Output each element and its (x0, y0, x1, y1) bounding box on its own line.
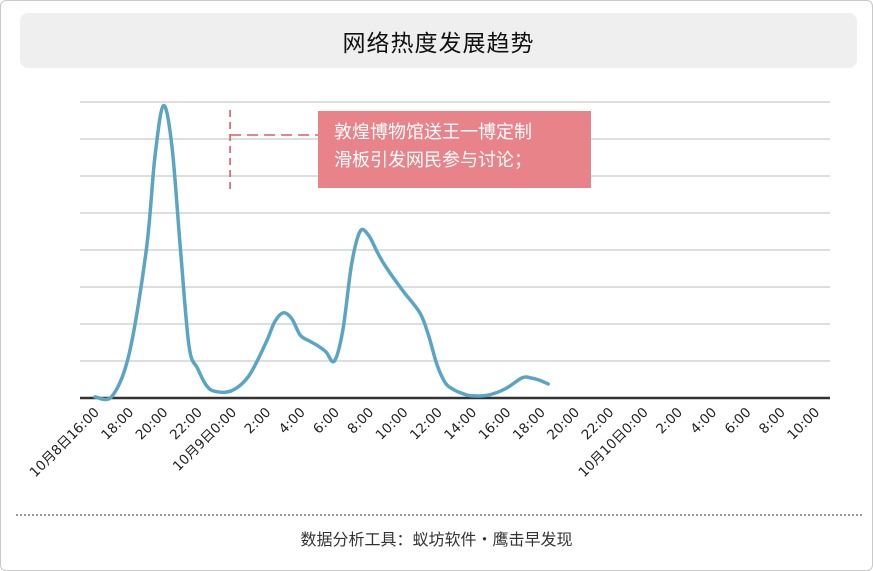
x-tick-label: 18:00 (510, 405, 549, 444)
gridlines (80, 101, 830, 362)
x-tick-label: 2:00 (653, 405, 686, 438)
x-tick-label: 18:00 (98, 405, 137, 444)
x-tick-label: 20:00 (133, 405, 172, 444)
series-line (93, 103, 550, 402)
x-tick-label: 4:00 (687, 405, 720, 438)
x-tick-label: 10:00 (784, 405, 823, 444)
x-tick-label: 4:00 (276, 405, 309, 438)
chart-title: 网络热度发展趋势 (342, 30, 535, 57)
x-tick-label: 6:00 (722, 405, 755, 438)
annotation-box: 敦煌博物馆送王一博定制 滑板引发网民参与讨论； (318, 111, 591, 188)
title-bar: 网络热度发展趋势 (20, 13, 857, 68)
footer-divider (16, 514, 862, 516)
x-tick-label: 14:00 (441, 405, 480, 444)
footer-source: 数据分析工具：蚁坊软件・鹰击早发现 (300, 530, 573, 549)
x-tick-label: 12:00 (407, 405, 446, 444)
x-tick-label: 2:00 (242, 405, 275, 438)
x-tick-label: 20:00 (544, 405, 583, 444)
annotation-line-2: 滑板引发网民参与讨论； (334, 150, 532, 171)
x-tick-label: 6:00 (310, 405, 343, 438)
x-tick-label: 16:00 (476, 405, 515, 444)
annotation-line-1: 敦煌博物馆送王一博定制 (334, 122, 532, 143)
x-tick-label: 10月8日16:00 (27, 405, 103, 481)
x-tick-label: 10:00 (373, 405, 412, 444)
